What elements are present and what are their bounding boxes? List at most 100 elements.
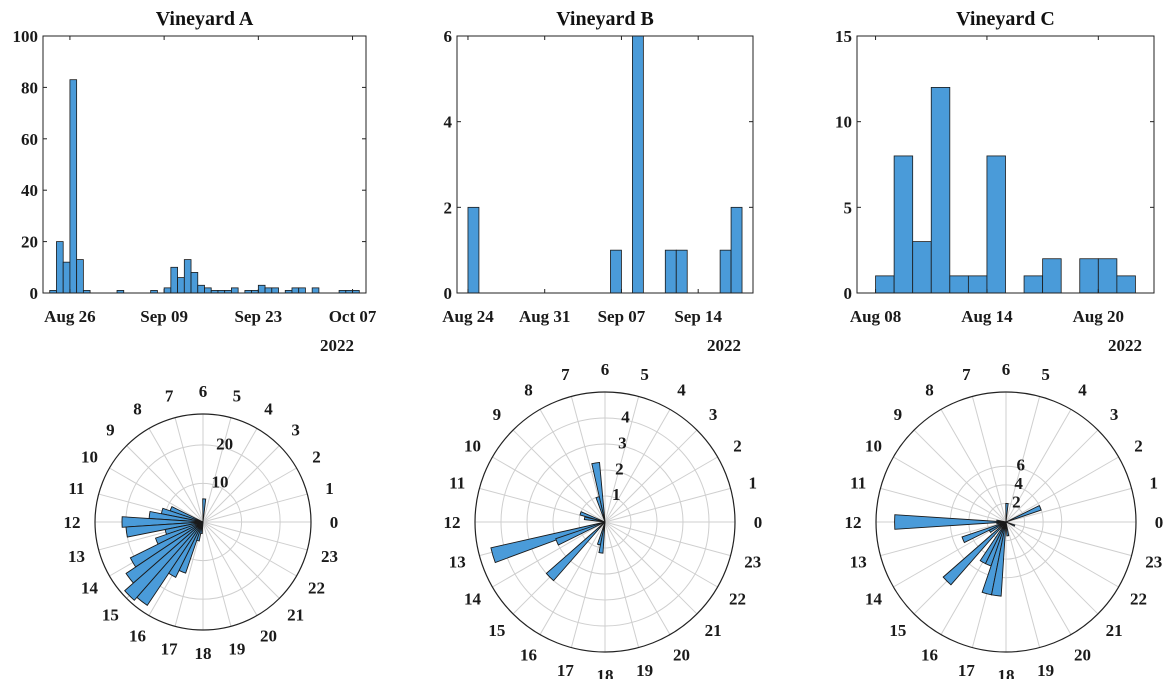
- plot-frame: [42, 35, 367, 294]
- polar-wedge: [990, 521, 1007, 597]
- chart-title: Vineyard A: [156, 8, 254, 30]
- polar-wedge: [1005, 521, 1016, 527]
- theta-tick-label: 17: [557, 661, 575, 679]
- polar-grid-spoke: [202, 445, 280, 523]
- theta-tick-label: 22: [1130, 590, 1147, 609]
- theta-tick-label: 18: [597, 666, 614, 679]
- y-tick-label: 10: [835, 113, 852, 132]
- chart-title: Vineyard B: [556, 8, 654, 30]
- theta-tick-label: 14: [81, 579, 99, 598]
- polar-wedge: [579, 511, 606, 523]
- theta-tick-label: 6: [1002, 360, 1011, 379]
- polar-grid-spoke: [126, 445, 204, 523]
- histogram-panel-2: 0 2 4 6 Aug 24 Aug 31 Sep 07 Sep 14 2022 Vineyard…: [442, 8, 754, 355]
- histogram-bar: [170, 266, 178, 294]
- polar-grid-spoke: [148, 428, 204, 523]
- theta-tick-label: 4: [677, 380, 686, 399]
- theta-tick-label: 19: [228, 640, 245, 659]
- chart-title: Vineyard C: [956, 8, 1055, 30]
- polar-grid-spoke: [109, 467, 204, 523]
- polar-wedge: [598, 521, 606, 554]
- polar-grid-spoke: [604, 521, 640, 648]
- theta-tick-label: 6: [601, 360, 610, 379]
- theta-tick-label: 10: [865, 437, 882, 456]
- polar-wedge: [942, 521, 1007, 586]
- polar-wedge: [196, 521, 204, 542]
- theta-tick-label: 1: [1150, 473, 1159, 492]
- histogram-bar: [719, 249, 732, 294]
- r-tick-label: 3: [618, 434, 627, 453]
- polar-wedge: [121, 516, 204, 528]
- theta-tick-label: 3: [709, 405, 718, 424]
- polar-grid-spoke: [604, 396, 640, 523]
- theta-tick-label: 15: [889, 621, 906, 640]
- y-tick-label: 2: [444, 198, 453, 217]
- polar-grid-spoke: [604, 521, 718, 588]
- x-tick-label: Oct 07: [329, 307, 377, 326]
- theta-tick-label: 23: [321, 547, 338, 566]
- polar-wedge: [595, 496, 606, 523]
- x-tick-label: Sep 14: [674, 307, 722, 326]
- theta-tick-label: 12: [444, 513, 461, 532]
- theta-tick-label: 21: [1106, 621, 1123, 640]
- theta-tick-label: 1: [325, 479, 334, 498]
- polar-grid-spoke: [1005, 456, 1119, 523]
- polar-grid-spoke: [1005, 409, 1072, 523]
- polar-grid-spoke: [940, 409, 1007, 523]
- histogram-bar: [893, 155, 914, 294]
- r-tick-label: 6: [1017, 456, 1026, 475]
- histogram-panel-3: 0 5 10 15 Aug 08 Aug 14 Aug 20 2022 Vineyard C: [835, 8, 1155, 355]
- theta-tick-label: 2: [312, 448, 321, 467]
- histogram-bar: [76, 259, 84, 294]
- x-tick-label: Aug 14: [961, 307, 1013, 326]
- r-tick-label: 2: [1012, 493, 1021, 512]
- theta-tick-label: 19: [636, 661, 653, 679]
- polar-grid-spoke: [1005, 487, 1132, 523]
- plot-frame: [456, 35, 754, 294]
- y-tick-label: 60: [21, 130, 38, 149]
- polar-grid-spoke: [1005, 396, 1041, 523]
- theta-tick-label: 0: [754, 513, 763, 532]
- theta-tick-label: 23: [1145, 553, 1162, 572]
- theta-tick-label: 13: [850, 553, 867, 572]
- polar-wedge: [988, 521, 1007, 533]
- histogram-bar: [69, 79, 78, 294]
- theta-tick-label: 20: [673, 646, 690, 665]
- y-tick-label: 20: [21, 233, 38, 252]
- polar-wedge: [200, 521, 204, 535]
- theta-tick-label: 0: [330, 513, 339, 532]
- polar-grid-spoke: [1005, 521, 1119, 588]
- polar-outer-ring: [474, 391, 736, 653]
- polar-grid-spoke: [604, 521, 671, 635]
- theta-tick-label: 22: [308, 579, 325, 598]
- histogram-bar: [664, 249, 677, 294]
- histogram-bar: [730, 206, 743, 294]
- theta-tick-label: 5: [1041, 365, 1050, 384]
- histogram-bar: [190, 272, 199, 294]
- polar-grid-spoke: [604, 429, 698, 523]
- theta-tick-label: 15: [102, 606, 119, 625]
- histogram-bar: [1079, 258, 1099, 294]
- histogram-bar: [949, 275, 969, 294]
- y-tick-label: 15: [835, 27, 852, 46]
- y-tick-label: 0: [30, 284, 39, 303]
- theta-tick-label: 16: [129, 626, 146, 645]
- theta-tick-label: 17: [958, 661, 976, 679]
- histogram-bar: [264, 287, 273, 294]
- histogram-bar: [1116, 275, 1136, 294]
- polar-wedge: [1005, 504, 1042, 523]
- y-tick-label: 0: [844, 284, 853, 303]
- histogram-bar: [204, 287, 212, 294]
- histogram-bar: [56, 241, 64, 294]
- theta-tick-label: 4: [1078, 380, 1087, 399]
- polar-grid-spoke: [202, 521, 258, 616]
- polar-grid-spoke: [492, 456, 606, 523]
- x-tick-label: Aug 26: [44, 307, 95, 326]
- histogram-bar: [163, 287, 172, 294]
- polar-grid-spoke: [202, 493, 308, 523]
- plot-frame: [856, 35, 1155, 294]
- x-tick-label: Aug 31: [519, 307, 570, 326]
- theta-tick-label: 5: [233, 386, 242, 405]
